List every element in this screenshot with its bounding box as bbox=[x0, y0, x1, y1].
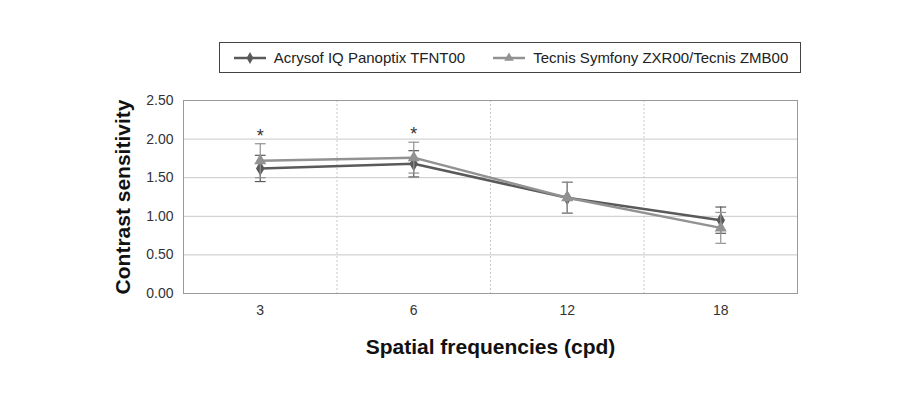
svg-text:12: 12 bbox=[559, 302, 575, 318]
html-text:Acrysof IQ Panoptix TFNT00: Acrysof IQ Panoptix TFNT00 bbox=[273, 49, 466, 66]
svg-text:2.00: 2.00 bbox=[146, 131, 173, 147]
svg-text:6: 6 bbox=[410, 302, 418, 318]
html-text:Tecnis Symfony ZXR00/Tecnis ZM: Tecnis Symfony ZXR00/Tecnis ZMB00 bbox=[533, 49, 789, 66]
svg-text:18: 18 bbox=[713, 302, 729, 318]
svg-text:2.50: 2.50 bbox=[146, 92, 173, 108]
svg-text:Contrast sensitivity: Contrast sensitivity bbox=[111, 99, 134, 294]
svg-text:3: 3 bbox=[256, 302, 264, 318]
svg-text:Spatial frequencies (cpd): Spatial frequencies (cpd) bbox=[366, 335, 616, 358]
svg-text:1.00: 1.00 bbox=[146, 208, 173, 224]
svg-text:*: * bbox=[410, 124, 417, 144]
svg-text:*: * bbox=[257, 126, 264, 146]
svg-text:1.50: 1.50 bbox=[146, 169, 173, 185]
svg-text:0.00: 0.00 bbox=[146, 285, 173, 301]
svg-text:0.50: 0.50 bbox=[146, 246, 173, 262]
